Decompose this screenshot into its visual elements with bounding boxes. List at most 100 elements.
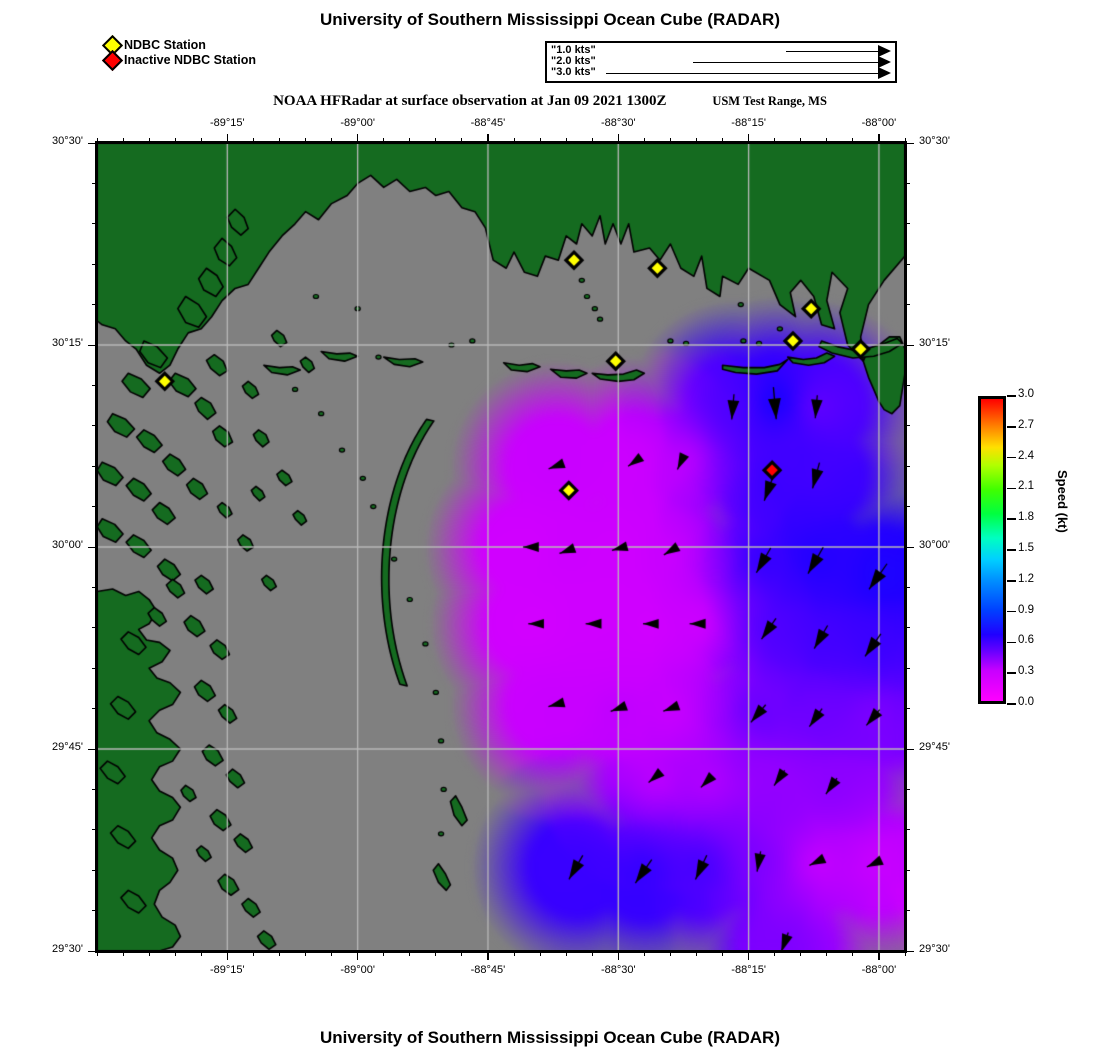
velocity-arrow-head — [878, 67, 891, 79]
axis-tick — [92, 506, 97, 508]
axis-tick — [305, 138, 307, 143]
axis-tick — [905, 263, 910, 265]
axis-tick — [461, 951, 463, 956]
axis-tick — [722, 138, 724, 143]
colorbar-tick — [1007, 456, 1016, 459]
colorbar-title: Speed (kt) — [1055, 470, 1070, 533]
y-axis-label-left: 30°15' — [52, 337, 83, 349]
legend-label-inactive: Inactive NDBC Station — [124, 53, 256, 67]
axis-tick — [904, 951, 906, 956]
colorbar-tick-label: 2.4 — [1018, 449, 1034, 462]
axis-tick — [905, 950, 914, 952]
velocity-arrow-head — [878, 56, 891, 68]
axis-tick — [800, 951, 802, 956]
axis-tick — [92, 627, 97, 629]
axis-tick — [905, 546, 914, 548]
y-axis-label-left: 30°30' — [52, 135, 83, 147]
speed-colorbar — [978, 396, 1006, 704]
axis-tick — [174, 951, 176, 956]
axis-tick — [278, 138, 281, 143]
axis-tick — [92, 384, 97, 386]
y-axis-label-right: 30°00' — [919, 539, 950, 551]
axis-tick — [669, 138, 671, 143]
colorbar-tick — [1007, 703, 1016, 705]
colorbar-tick — [1007, 487, 1016, 490]
axis-tick — [905, 748, 914, 750]
colorbar-tick-label: 0.6 — [1018, 634, 1034, 647]
axis-tick — [252, 951, 254, 956]
axis-tick — [904, 138, 906, 143]
axis-tick — [88, 142, 97, 144]
legend-label-active: NDBC Station — [124, 38, 206, 52]
station-marker-layer[interactable] — [97, 143, 905, 951]
axis-tick — [88, 748, 97, 750]
legend-item-active-station: NDBC Station — [101, 34, 256, 57]
axis-tick — [905, 384, 910, 386]
axis-tick — [331, 951, 333, 956]
x-axis-label-bottom: -89°15' — [209, 964, 245, 976]
station-legend: NDBC Station Inactive NDBC Station — [101, 34, 256, 72]
axis-tick — [92, 425, 97, 427]
velocity-scale-label: "3.0 kts" — [551, 66, 596, 78]
colorbar-tick — [1007, 672, 1016, 674]
velocity-scale-label: "1.0 kts" — [551, 44, 596, 56]
axis-tick — [487, 134, 489, 143]
colorbar-tick-label: 2.7 — [1018, 418, 1034, 431]
axis-tick — [878, 951, 880, 960]
axis-tick — [826, 138, 828, 143]
axis-tick — [774, 951, 776, 956]
y-axis-label-right: 30°30' — [919, 135, 950, 147]
axis-tick — [905, 304, 910, 306]
axis-tick — [905, 627, 910, 629]
axis-tick — [200, 951, 202, 956]
axis-tick — [905, 182, 910, 184]
axis-tick — [748, 951, 750, 960]
page-footer: University of Southern Mississippi Ocean… — [319, 1028, 780, 1047]
y-axis-label-left: 29°30' — [52, 943, 83, 955]
colorbar-tick — [1007, 580, 1016, 582]
x-axis-label-bottom: -88°30' — [600, 964, 636, 976]
axis-tick — [122, 138, 124, 143]
axis-tick — [252, 138, 254, 143]
axis-tick — [852, 951, 854, 956]
axis-tick — [409, 138, 411, 143]
x-axis-label-top: -88°30' — [600, 117, 636, 129]
axis-tick — [92, 223, 97, 225]
axis-tick — [905, 910, 910, 912]
axis-tick — [513, 138, 515, 143]
axis-tick — [88, 546, 97, 548]
axis-tick — [905, 223, 910, 225]
axis-tick — [539, 138, 541, 143]
axis-tick — [905, 425, 910, 427]
colorbar-tick — [1007, 641, 1016, 644]
axis-tick — [617, 951, 619, 960]
x-axis-label-bottom: -89°00' — [340, 964, 375, 976]
axis-tick — [357, 951, 359, 960]
axis-tick — [722, 951, 724, 956]
colorbar-tick — [1007, 549, 1016, 551]
axis-tick — [122, 951, 124, 956]
velocity-scale-label: "2.0 kts" — [551, 55, 596, 67]
axis-tick — [92, 708, 97, 710]
axis-tick — [305, 951, 307, 956]
x-axis-label-top: -89°00' — [340, 117, 375, 129]
y-axis-label-right: 29°45' — [919, 741, 950, 753]
x-axis-label-top: -88°15' — [731, 117, 766, 129]
axis-tick — [669, 951, 671, 956]
axis-tick — [88, 950, 97, 952]
page-title: University of Southern Mississippi Ocean… — [319, 10, 780, 29]
axis-tick — [461, 138, 463, 143]
axis-tick — [565, 138, 567, 143]
axis-tick — [905, 506, 910, 508]
axis-tick — [487, 951, 489, 960]
axis-tick — [905, 829, 910, 831]
diamond-icon — [101, 49, 124, 72]
velocity-scale-row: "3.0 kts" — [547, 66, 895, 79]
axis-tick — [92, 829, 97, 831]
axis-tick — [88, 344, 97, 346]
x-axis-label-top: -89°15' — [209, 117, 245, 129]
colorbar-tick-label: 0.3 — [1018, 665, 1034, 678]
colorbar-tick-label: 3.0 — [1018, 388, 1034, 400]
axis-tick — [174, 138, 176, 143]
radar-map[interactable] — [97, 143, 905, 951]
